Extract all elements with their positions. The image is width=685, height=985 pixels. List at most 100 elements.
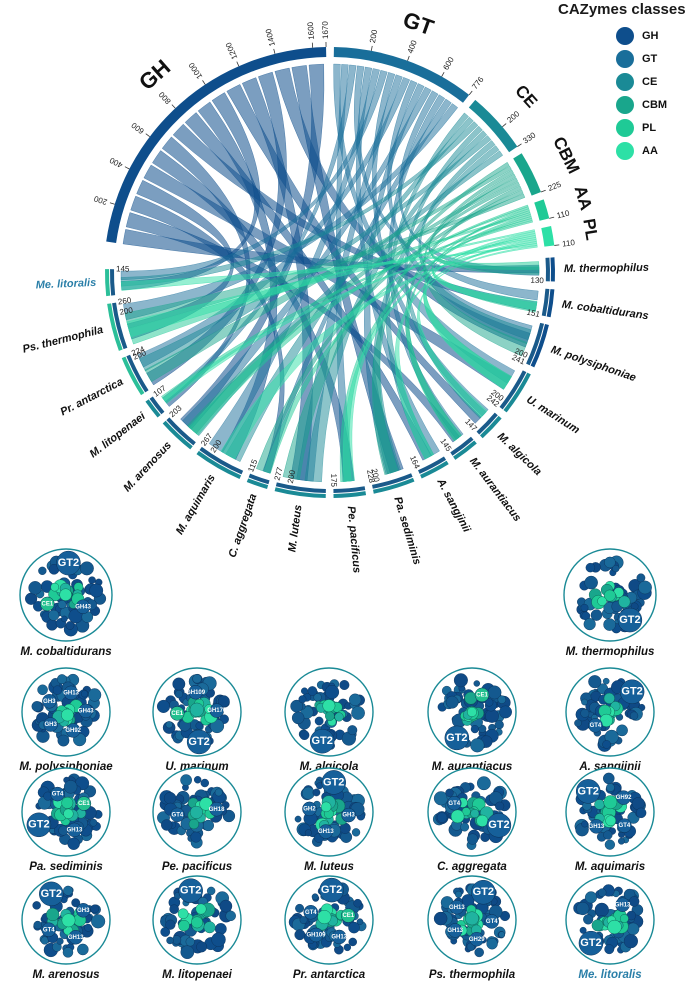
network-node [52, 685, 63, 695]
tick-label: 110 [556, 208, 571, 220]
species-arc-outer [196, 450, 242, 480]
network-hub-node [318, 824, 334, 839]
legend-item: PL [616, 116, 683, 139]
chord-ribbon [263, 210, 531, 474]
network-node [156, 699, 171, 713]
network-hub-label: GH13 [63, 690, 79, 696]
network-node [612, 564, 620, 573]
network-core-node [603, 692, 615, 704]
network-node [37, 684, 48, 696]
species-arc [541, 288, 550, 317]
legend-label: CBM [642, 98, 668, 111]
network-node [494, 720, 504, 730]
chord-ribbon [120, 243, 538, 291]
network-hub-node [486, 813, 512, 838]
network-core-node [591, 919, 604, 932]
legend-item: GH [616, 24, 683, 47]
legend-swatch [616, 95, 634, 114]
chord-ribbon [128, 212, 531, 345]
tick [407, 55, 410, 61]
network-node [298, 695, 307, 704]
network-node [48, 609, 60, 621]
network-hub-label: GH43 [75, 604, 91, 610]
network-hub-label: GT2 [621, 686, 642, 698]
network-hub-node [308, 927, 324, 943]
network-panel: GH92 GH3 GH3 GH13 GH43 M. polysiphoniae [19, 667, 113, 773]
tick [549, 216, 555, 219]
species-arc-outer [162, 420, 193, 450]
species-label: Pe. pacificus [345, 506, 363, 574]
network-hub-node [617, 818, 632, 833]
network-node [436, 812, 448, 823]
tick [468, 90, 473, 96]
legend-swatch [616, 141, 634, 160]
network-node [574, 719, 582, 727]
species-arc-outer [546, 289, 555, 318]
network-hub-label: GH18 [209, 807, 225, 813]
species-label: M. aquimaris [174, 472, 218, 536]
network-core-node [178, 919, 190, 932]
network-node [299, 916, 308, 924]
chord-ribbons [120, 63, 540, 483]
network-node [89, 818, 98, 827]
network-node [46, 619, 58, 631]
network-hub-node [449, 899, 465, 915]
network-hub-label: CE1 [171, 711, 183, 717]
network-node [91, 914, 106, 929]
network-node [583, 618, 596, 631]
network-hub-label: GT2 [41, 888, 62, 900]
chord-ribbon [146, 71, 287, 386]
network-hub-node [447, 923, 463, 938]
network-node [602, 740, 611, 749]
network-node [160, 927, 171, 937]
tick [517, 143, 522, 147]
species-arc [499, 370, 527, 410]
network-core-node [189, 805, 203, 819]
network-hub-label: GT4 [43, 927, 55, 933]
network-node [28, 581, 42, 595]
network-core-node [334, 712, 344, 722]
network-node [348, 921, 360, 934]
network-node [200, 778, 209, 788]
network-hub-node [619, 679, 645, 704]
network-hub-label: GT2 [58, 557, 79, 569]
network-node [579, 926, 587, 934]
network-node [343, 943, 352, 952]
network-node [89, 583, 104, 598]
class-arc-gh [106, 47, 327, 243]
network-hub-label: GT2 [321, 884, 342, 896]
network-label: M. arenosus [32, 969, 99, 981]
species-arc-outer [372, 477, 415, 494]
species-arc-outer [107, 303, 123, 351]
network-node [295, 903, 305, 913]
network-hub-label: GH3 [77, 908, 90, 914]
network-core-node [46, 907, 60, 922]
network-label: U. marinum [165, 761, 228, 773]
tick-label: 1670 [321, 21, 330, 40]
tick [441, 71, 445, 77]
network-node [576, 901, 590, 916]
network-hub-node [575, 779, 601, 804]
network-core-node [195, 903, 207, 915]
network-node [606, 783, 615, 792]
network-hub-node [616, 790, 631, 805]
network-hub-label: GH13 [449, 905, 465, 911]
network-hub-label: GH29 [469, 937, 485, 943]
network-core-node [594, 799, 605, 810]
network-core-node [465, 911, 479, 926]
network-core-node [188, 818, 200, 830]
network-node [356, 918, 364, 925]
tick-label: 776 [470, 75, 486, 91]
network-node [202, 819, 214, 832]
network-core-node [603, 795, 618, 810]
network-hub-label: GT2 [323, 776, 344, 788]
network-hub-label: GT2 [28, 819, 49, 831]
network-hub-label: GT4 [172, 812, 184, 818]
network-node [180, 774, 192, 786]
legend-item: AA [616, 139, 683, 162]
network-node [192, 674, 202, 684]
network-hub-label: GT2 [580, 937, 601, 949]
class-arc-gt [333, 47, 470, 103]
species-arc [333, 486, 366, 493]
network-node [629, 711, 639, 720]
